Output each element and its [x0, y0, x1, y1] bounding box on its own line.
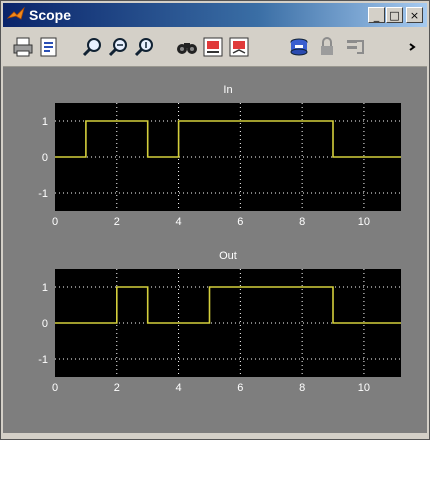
- x-tick-label: 6: [237, 382, 243, 394]
- overflow-chevron-icon[interactable]: [401, 35, 425, 59]
- scope-window: Scope _ □ ×: [0, 0, 430, 440]
- signal-line: [55, 286, 401, 324]
- zoom-icon[interactable]: [81, 35, 105, 59]
- time-offset-label: Time offset:: [11, 480, 68, 492]
- y-tick-label: -1: [38, 354, 48, 366]
- x-tick-label: 8: [299, 216, 305, 228]
- lock-icon[interactable]: [315, 35, 339, 59]
- x-tick-label: 8: [299, 382, 305, 394]
- y-tick-label: 1: [42, 282, 48, 294]
- floating-scope-icon[interactable]: [287, 35, 311, 59]
- y-tick-label: 0: [42, 318, 48, 330]
- parameters-icon[interactable]: [37, 35, 61, 59]
- x-tick-label: 10: [358, 382, 370, 394]
- x-tick-label: 0: [52, 216, 58, 228]
- title-bar[interactable]: Scope _ □ ×: [3, 3, 427, 27]
- zoom-y-icon[interactable]: [133, 35, 157, 59]
- y-tick-label: 0: [42, 152, 48, 164]
- toolbar: [3, 28, 427, 67]
- signal-selection-icon[interactable]: [343, 35, 367, 59]
- signal-line: [55, 120, 401, 158]
- x-tick-label: 2: [114, 216, 120, 228]
- restore-axes-icon[interactable]: [227, 35, 251, 59]
- minimize-button[interactable]: _: [368, 7, 385, 23]
- x-tick-label: 0: [52, 382, 58, 394]
- scope-plot-area: In 0 2 4 6 8 10 1 0 -1 Out 0 2 4 6 8 10 1 0 -1 Time offset:…: [3, 67, 427, 492]
- x-tick-label: 6: [237, 216, 243, 228]
- x-tick-label: 4: [176, 216, 182, 228]
- x-tick-label: 2: [114, 382, 120, 394]
- zoom-x-icon[interactable]: [107, 35, 131, 59]
- x-tick-label: 10: [358, 216, 370, 228]
- print-icon[interactable]: [11, 35, 35, 59]
- matlab-logo-icon: [7, 6, 25, 20]
- x-tick-label: 4: [176, 382, 182, 394]
- save-axes-icon[interactable]: [201, 35, 225, 59]
- time-offset-status: Time offset: 0: [11, 480, 89, 492]
- close-button[interactable]: ×: [406, 7, 423, 23]
- y-tick-label: -1: [38, 188, 48, 200]
- plot-title: Out: [219, 250, 237, 262]
- time-offset-value: 0: [76, 480, 84, 492]
- autoscale-icon[interactable]: [175, 35, 199, 59]
- window-title: Scope: [29, 7, 72, 23]
- plot-title: In: [223, 84, 232, 96]
- maximize-button[interactable]: □: [386, 7, 403, 23]
- y-tick-label: 1: [42, 116, 48, 128]
